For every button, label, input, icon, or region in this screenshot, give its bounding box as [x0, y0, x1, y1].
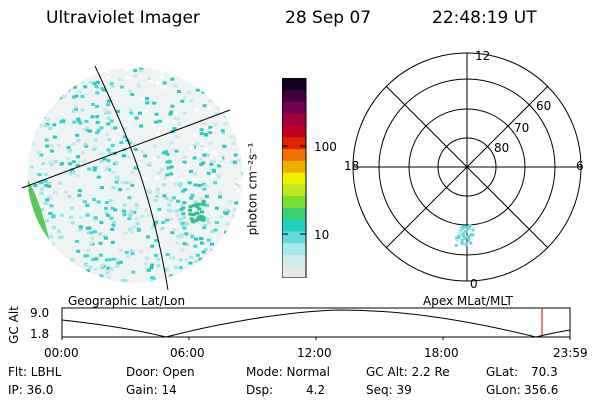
instrument-title: Ultraviolet Imager: [46, 8, 200, 28]
dsp-label: Dsp:: [246, 383, 274, 397]
colorbar-step: [282, 136, 306, 150]
xtick-1200: 12:00: [297, 346, 332, 360]
seq-info: Seq: 39: [366, 383, 412, 397]
glat-label: GLat:: [486, 365, 519, 379]
colorbar-title: photon cm⁻²s⁻¹: [245, 142, 260, 236]
xtick-0000: 00:00: [44, 346, 79, 360]
observation-date: 28 Sep 07: [285, 8, 372, 28]
xtick-1800: 18:00: [424, 346, 459, 360]
colorbar-step: [282, 172, 306, 185]
colorbar-step: [282, 254, 306, 267]
xtick-0600: 06:00: [170, 346, 205, 360]
door-info: Door: Open: [126, 365, 195, 379]
lat-label-70: 70: [514, 121, 529, 135]
filter-info: Flt: LBHL: [8, 365, 62, 379]
latitude-line: [21, 109, 231, 189]
apex-label: Apex MLat/MLT: [423, 294, 513, 308]
geographic-image: [21, 65, 244, 290]
colorbar-step: [282, 101, 306, 114]
polar-diagonal-2: [385, 85, 549, 249]
colorbar-step: [282, 183, 306, 197]
mode-info: Mode: Normal: [246, 365, 330, 379]
mlt-label-18: 18: [344, 159, 359, 173]
glon-value: 356.6: [524, 383, 559, 397]
altitude-ylabel: GC Alt: [6, 306, 21, 344]
gain-info: Gain: 14: [126, 383, 177, 397]
polar-plot: 12 18 6 0 60 70 80: [344, 49, 584, 291]
observation-time: 22:48:19 UT: [432, 8, 537, 28]
colorbar-step: [282, 242, 306, 255]
colorbar-step: [282, 219, 306, 232]
geographic-label: Geographic Lat/Lon: [68, 294, 186, 308]
colorbar-step: [282, 207, 306, 220]
altitude-ytick-bottom: 1.8: [30, 327, 50, 341]
colorbar: [282, 78, 307, 278]
colorbar-tick-10: 10: [314, 228, 330, 242]
colorbar-step: [282, 266, 306, 278]
colorbar-step: [282, 160, 306, 173]
polar-aurora-patch: [454, 224, 475, 247]
colorbar-step: [282, 230, 306, 244]
altitude-strip: [61, 307, 571, 340]
meridian-line: [94, 65, 169, 290]
disk-background: [27, 67, 243, 283]
dsp-value: 4.2: [306, 383, 326, 397]
colorbar-step: [282, 125, 306, 138]
altitude-ytick-top: 9.0: [30, 306, 50, 320]
glon-label: GLon:: [486, 383, 521, 397]
colorbar-step: [282, 89, 306, 103]
colorbar-step: [282, 148, 306, 161]
colorbar-step: [282, 195, 306, 208]
altitude-curve: [61, 309, 571, 338]
ip-info: IP: 36.0: [8, 383, 54, 397]
gc-alt-info: GC Alt: 2.2 Re: [366, 365, 450, 379]
lat-label-80: 80: [494, 141, 509, 155]
disk-outline: [26, 66, 244, 284]
colorbar-tick-100: 100: [314, 140, 337, 154]
xtick-2359: 23:59: [553, 346, 588, 360]
mlt-label-6: 6: [576, 159, 584, 173]
mlt-label-0: 0: [470, 277, 478, 291]
colorbar-step: [282, 113, 306, 126]
mlt-label-12: 12: [475, 49, 490, 63]
glat-value: 70.3: [531, 365, 558, 379]
lat-label-60: 60: [536, 99, 551, 113]
colorbar-step: [282, 78, 306, 91]
